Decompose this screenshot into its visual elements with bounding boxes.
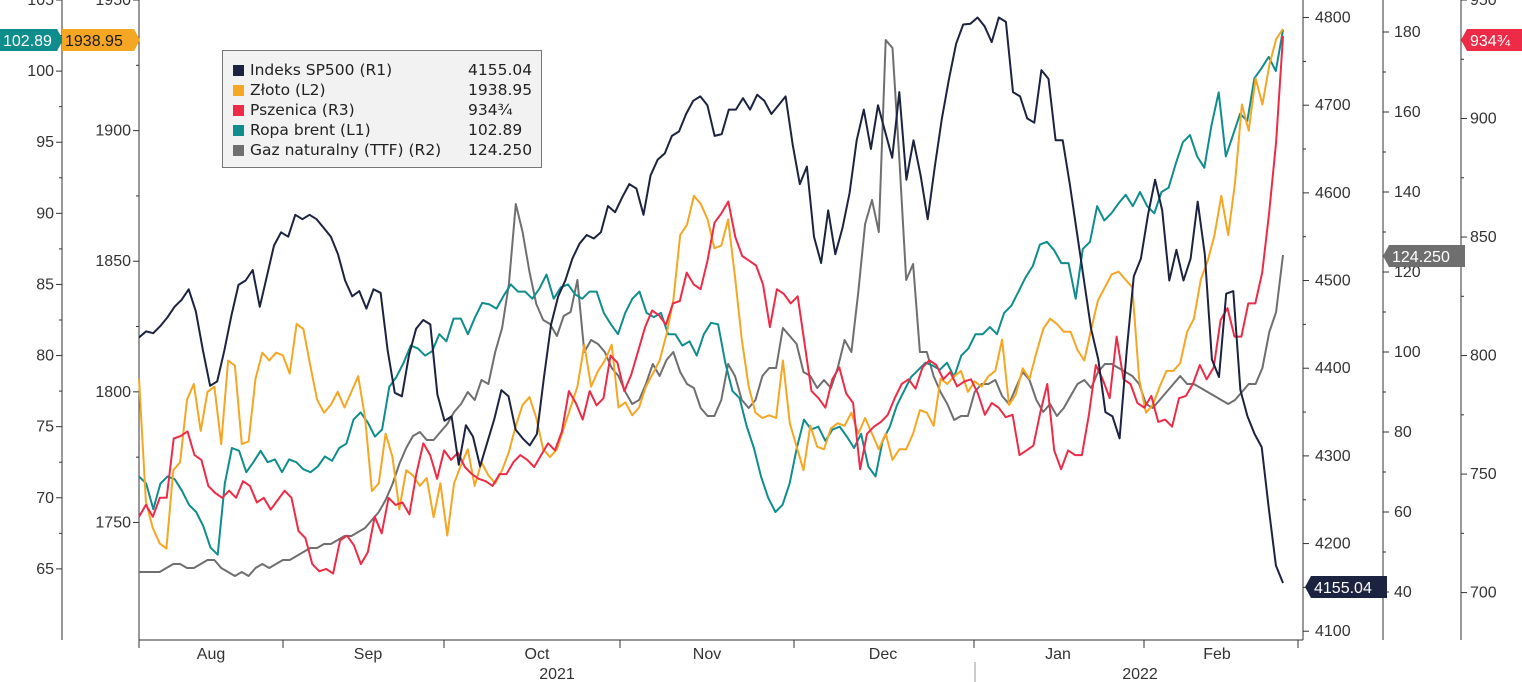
tick-label-l2: 1950 — [95, 0, 131, 9]
tick-label-l1: 75 — [36, 419, 54, 436]
legend-item-gas: Gaz naturalny (TTF) (R2) 124.250 — [233, 140, 538, 160]
x-tick-label: Jan — [1045, 646, 1071, 663]
tick-label-l2: 1850 — [95, 253, 131, 270]
tick-label-l1: 90 — [36, 205, 54, 222]
legend-item-gold: Złoto (L2) 1938.95 — [233, 80, 538, 100]
legend-value-brent: 102.89 — [468, 121, 523, 139]
legend-label-gas: Gaz naturalny (TTF) (R2) — [250, 141, 442, 159]
badge-gold: 1938.95 — [62, 29, 140, 51]
series-layer — [138, 16, 1284, 584]
legend-swatch-brent — [233, 125, 244, 136]
legend-swatch-gas — [233, 145, 244, 156]
badge-brent-shape — [0, 29, 63, 51]
tick-label-l2: 1750 — [95, 514, 131, 531]
badge-brent-text: 102.89 — [3, 33, 52, 50]
legend-item-sp500: Indeks SP500 (R1) 4155.04 — [233, 60, 538, 80]
legend-swatch-wheat — [233, 105, 244, 116]
year-label-2022: 2022 — [1122, 666, 1158, 682]
x-tick-label: Dec — [869, 646, 897, 663]
tick-label-r3: 900 — [1470, 111, 1497, 128]
badge-wheat-text: 934¾ — [1470, 33, 1511, 50]
tick-label-l1: 100 — [27, 63, 54, 80]
tick-label-r1: 4500 — [1315, 273, 1351, 290]
badge-brent: 102.89 — [0, 29, 63, 51]
legend-item-brent: Ropa brent (L1) 102.89 — [233, 120, 538, 140]
badge-gold-text: 1938.95 — [65, 33, 123, 50]
series-line-brent — [138, 29, 1284, 556]
legend-label-gold: Złoto (L2) — [250, 81, 326, 99]
legend-value-gold: 1938.95 — [468, 81, 533, 99]
x-tick-label: Sep — [354, 646, 383, 663]
badge-sp500-text: 4155.04 — [1314, 580, 1372, 597]
tick-label-r2: 120 — [1394, 264, 1421, 281]
tick-label-r2: 40 — [1394, 584, 1412, 601]
legend-swatch-gold — [233, 85, 244, 96]
legend-label-wheat: Pszenica (R3) — [250, 101, 355, 119]
x-tick-label: Feb — [1203, 646, 1231, 663]
tick-label-r1: 4300 — [1315, 448, 1351, 465]
x-tick-label: Aug — [197, 646, 225, 663]
tick-label-r2: 180 — [1394, 24, 1421, 41]
badge-gas-text: 124.250 — [1392, 249, 1450, 266]
tick-label-l1: 65 — [36, 561, 54, 578]
tick-label-r3: 700 — [1470, 585, 1497, 602]
tick-label-r3: 850 — [1470, 229, 1497, 246]
axes-layer: 65 70 75 80 85 90 95 100 105 1750 1800 1850 1900 1950… — [27, 0, 1497, 682]
legend-label-brent: Ropa brent (L1) — [250, 121, 371, 139]
x-tick-label: Oct — [525, 646, 550, 663]
tick-label-l2: 1900 — [95, 123, 131, 140]
legend-value-gas: 124.250 — [468, 141, 533, 159]
tick-label-l2: 1800 — [95, 384, 131, 401]
legend-value-sp500: 4155.04 — [468, 61, 533, 79]
badge-wheat: 934¾ — [1461, 29, 1522, 51]
tick-label-r1: 4800 — [1315, 10, 1351, 27]
tick-label-r1: 4400 — [1315, 360, 1351, 377]
badge-layer: 102.89 1938.95 934¾ 124.250 4155.04 — [0, 29, 1522, 598]
tick-label-r1: 4700 — [1315, 97, 1351, 114]
legend: Indeks SP500 (R1) 4155.04 Złoto (L2) 193… — [222, 50, 542, 168]
series-line-gold — [138, 28, 1284, 550]
badge-wheat-shape — [1461, 29, 1522, 51]
badge-gas: 124.250 — [1383, 245, 1465, 267]
tick-label-r1: 4600 — [1315, 185, 1351, 202]
legend-item-wheat: Pszenica (R3) 934¾ — [233, 100, 538, 120]
legend-label-sp500: Indeks SP500 (R1) — [250, 61, 393, 79]
badge-sp500: 4155.04 — [1305, 576, 1387, 598]
x-tick-label: Nov — [693, 646, 721, 663]
legend-swatch-sp500 — [233, 65, 244, 76]
year-label-2021: 2021 — [539, 666, 575, 682]
tick-label-r2: 160 — [1394, 104, 1421, 121]
tick-label-r2: 60 — [1394, 504, 1412, 521]
badge-sp500-shape — [1305, 576, 1387, 598]
series-line-wheat — [138, 36, 1284, 575]
badge-gas-shape — [1383, 245, 1465, 267]
tick-label-r1: 4100 — [1315, 623, 1351, 640]
tick-label-r3: 950 — [1470, 0, 1497, 9]
tick-label-r2: 140 — [1394, 184, 1421, 201]
tick-label-l1: 95 — [36, 134, 54, 151]
tick-label-r2: 100 — [1394, 344, 1421, 361]
tick-label-l1: 85 — [36, 276, 54, 293]
tick-label-r2: 80 — [1394, 424, 1412, 441]
tick-label-r3: 750 — [1470, 466, 1497, 483]
tick-label-r3: 800 — [1470, 348, 1497, 365]
badge-gold-shape — [62, 29, 140, 51]
tick-label-l1: 80 — [36, 348, 54, 365]
legend-value-wheat: 934¾ — [468, 101, 513, 119]
series-line-sp500 — [138, 16, 1284, 584]
tick-label-l1: 70 — [36, 490, 54, 507]
tick-label-l1: 105 — [27, 0, 54, 9]
tick-label-r1: 4200 — [1315, 536, 1351, 553]
